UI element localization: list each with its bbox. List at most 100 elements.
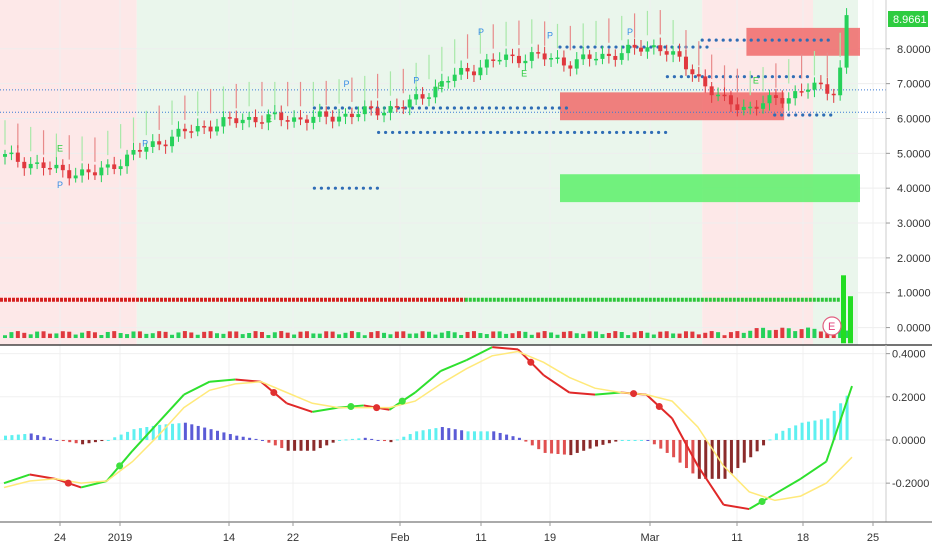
candle-body[interactable] [510,54,515,57]
candle-body[interactable] [536,52,541,54]
candle-body[interactable] [658,45,663,52]
candle-body[interactable] [478,67,483,76]
candle-body[interactable] [343,113,348,117]
candle-body[interactable] [47,167,52,170]
candle-body[interactable] [728,95,733,105]
candle-body[interactable] [812,82,817,90]
candle-body[interactable] [799,91,804,93]
candle-body[interactable] [176,128,181,137]
candle-body[interactable] [780,98,785,104]
candle-body[interactable] [137,149,142,152]
candle-body[interactable] [683,56,688,70]
candle-body[interactable] [606,53,611,56]
candle-body[interactable] [112,164,117,170]
candle-body[interactable] [202,126,207,128]
candle-body[interactable] [182,128,187,132]
candle-body[interactable] [86,169,91,173]
candle-body[interactable] [189,131,194,133]
candle-body[interactable] [786,98,791,104]
candle-body[interactable] [54,164,59,169]
candle-body[interactable] [356,114,361,118]
candle-body[interactable] [407,99,412,108]
candle-body[interactable] [125,154,130,167]
candle-body[interactable] [491,59,496,61]
candle-body[interactable] [709,86,714,96]
candle-body[interactable] [600,53,605,59]
candle-body[interactable] [761,103,766,109]
candle-body[interactable] [349,113,354,118]
candle-body[interactable] [555,57,560,59]
candle-body[interactable] [401,107,406,109]
candle-body[interactable] [163,144,168,147]
candle-body[interactable] [645,47,650,52]
candle-body[interactable] [41,162,46,168]
candle-body[interactable] [427,97,431,99]
candle-body[interactable] [3,154,7,157]
candle-body[interactable] [613,55,618,60]
candle-body[interactable] [587,54,592,59]
candle-body[interactable] [15,152,20,162]
candle-body[interactable] [259,122,264,124]
candle-body[interactable] [773,95,778,99]
candle-body[interactable] [298,117,303,120]
candle-body[interactable] [375,108,380,116]
candle-body[interactable] [208,126,213,132]
candle-body[interactable] [446,80,451,83]
candle-body[interactable] [703,76,708,87]
candle-body[interactable] [825,84,830,94]
candle-body[interactable] [632,44,637,48]
candle-body[interactable] [748,106,753,109]
earnings-badge[interactable]: E [822,316,842,336]
candle-body[interactable] [292,117,297,122]
candle-body[interactable] [741,106,746,111]
candle-body[interactable] [247,116,252,120]
candle-body[interactable] [497,59,502,62]
candle-body[interactable] [465,67,470,72]
candle-body[interactable] [484,59,489,68]
candle-body[interactable] [221,117,226,127]
candle-body[interactable] [471,71,476,76]
candle-body[interactable] [716,94,721,97]
candle-body[interactable] [215,126,219,132]
candle-body[interactable] [735,104,740,111]
candle-body[interactable] [157,141,162,145]
candle-body[interactable] [394,106,399,108]
candle-body[interactable] [619,53,624,60]
candle-body[interactable] [767,95,772,104]
candle-body[interactable] [844,15,849,68]
candle-body[interactable] [99,167,104,176]
candle-body[interactable] [272,112,277,115]
candle-body[interactable] [285,120,290,122]
candle-body[interactable] [80,169,85,176]
candle-body[interactable] [838,67,843,96]
candle-body[interactable] [253,116,258,123]
candle-body[interactable] [170,136,175,147]
candle-body[interactable] [831,93,836,96]
candle-body[interactable] [28,163,33,169]
candle-body[interactable] [574,59,579,69]
candle-body[interactable] [504,54,509,60]
candle-body[interactable] [696,74,701,77]
candle-body[interactable] [754,106,759,109]
candle-body[interactable] [195,126,200,132]
candle-body[interactable] [388,106,393,113]
candle-body[interactable] [639,47,643,52]
candle-body[interactable] [131,149,136,155]
candle-body[interactable] [439,81,444,87]
candle-body[interactable] [806,89,811,92]
candle-body[interactable] [311,116,316,123]
candle-body[interactable] [581,54,586,60]
candle-body[interactable] [279,112,284,121]
candle-body[interactable] [150,141,155,147]
candle-body[interactable] [60,164,65,171]
candle-body[interactable] [420,94,425,99]
candle-body[interactable] [664,51,669,55]
candle-body[interactable] [67,170,72,179]
candle-body[interactable] [561,57,566,66]
candle-body[interactable] [677,51,682,57]
candle-body[interactable] [118,166,123,170]
candle-body[interactable] [35,162,40,164]
candle-body[interactable] [549,58,554,60]
candle-body[interactable] [818,82,823,85]
